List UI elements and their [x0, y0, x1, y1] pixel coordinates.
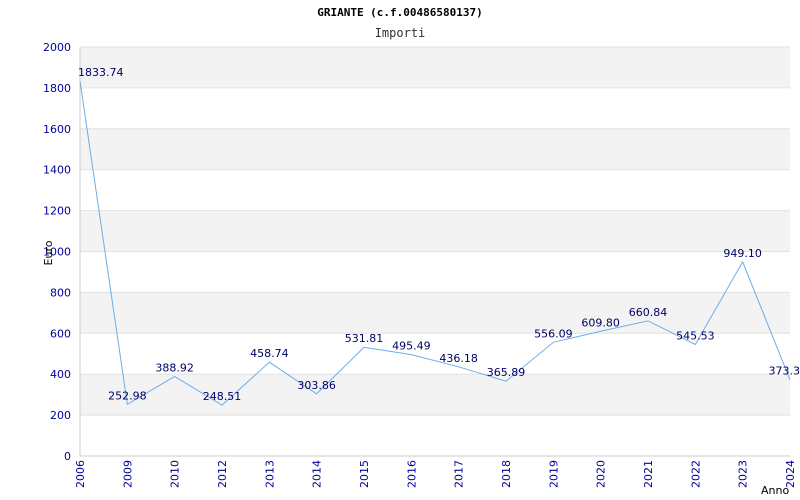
chart-subtitle: Importi	[375, 26, 426, 40]
y-tick-label: 1800	[43, 82, 71, 95]
y-axis-label: Euro	[42, 240, 55, 265]
x-tick-label: 2014	[311, 460, 324, 488]
grid-bands	[80, 47, 790, 456]
x-tick-label: 2013	[263, 460, 276, 488]
data-label: 949.10	[723, 247, 762, 260]
data-label: 458.74	[250, 347, 289, 360]
grid-band	[80, 128, 790, 170]
data-label: 303.86	[297, 379, 336, 392]
x-tick-label: 2017	[453, 460, 466, 488]
y-tick-label: 0	[64, 450, 71, 463]
chart-title: GRIANTE (c.f.00486580137)	[317, 6, 483, 19]
x-tick-label: 2018	[500, 460, 513, 488]
grid-band	[80, 251, 790, 293]
data-labels: 1833.74 252.98 388.92 248.51 458.74 303.86 531…	[78, 66, 800, 403]
x-tick-labels: 2006 2009 2010 2012 2013 2014 2015 2016 2017 2018…	[74, 460, 797, 488]
data-label: 556.09	[534, 327, 573, 340]
data-label: 660.84	[629, 306, 668, 319]
series-line	[79, 80, 791, 406]
data-label: 388.92	[155, 361, 194, 374]
data-label: 248.51	[203, 390, 242, 403]
y-tick-label: 400	[50, 368, 71, 381]
data-label: 495.49	[392, 340, 431, 353]
grid-band	[80, 47, 790, 88]
y-tick-label: 800	[50, 286, 71, 299]
data-label: 545.53	[676, 329, 715, 342]
y-tick-label: 1200	[43, 205, 71, 218]
y-tick-label: 200	[50, 409, 71, 422]
data-label: 373.3	[769, 365, 800, 378]
grid-band	[80, 415, 790, 456]
data-label: 436.18	[439, 352, 478, 365]
data-label: 365.89	[487, 366, 526, 379]
x-tick-label: 2022	[689, 460, 702, 488]
grid-band	[80, 292, 790, 334]
x-tick-label: 2024	[784, 460, 797, 488]
x-tick-label: 2012	[216, 460, 229, 488]
x-tick-label: 2010	[169, 460, 182, 488]
x-axis-label: Anno	[761, 484, 789, 497]
y-tick-label: 1400	[43, 164, 71, 177]
y-tick-label: 1000	[43, 246, 71, 259]
y-tick-labels: 0 200 400 600 800 1000 1200 1400 1600 1800 2000	[43, 41, 71, 463]
x-tick-label: 2009	[121, 460, 134, 488]
data-label: 531.81	[345, 332, 384, 345]
x-tick-label: 2019	[547, 460, 560, 488]
grid-band	[80, 210, 790, 252]
y-tick-label: 2000	[43, 41, 71, 54]
x-tick-label: 2021	[642, 460, 655, 488]
x-tick-label: 2006	[74, 460, 87, 488]
grid-band	[80, 374, 790, 416]
x-tick-label: 2023	[737, 460, 750, 488]
y-tick-label: 600	[50, 327, 71, 340]
grid-band	[80, 333, 790, 375]
data-label: 1833.74	[78, 66, 124, 79]
data-label: 609.80	[581, 316, 620, 329]
grid-band	[80, 87, 790, 129]
x-tick-label: 2015	[358, 460, 371, 488]
x-tick-label: 2016	[405, 460, 418, 488]
grid-band	[80, 169, 790, 211]
y-tick-label: 1600	[43, 123, 71, 136]
x-tick-label: 2020	[595, 460, 608, 488]
data-label: 252.98	[108, 389, 147, 402]
